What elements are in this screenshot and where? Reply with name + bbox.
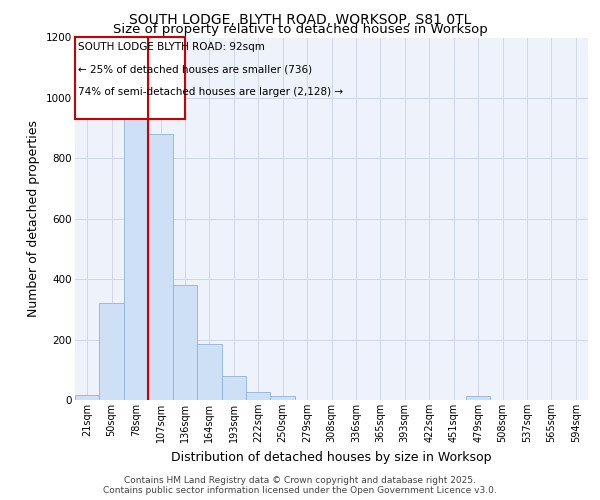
Bar bbox=[246, 392, 271, 400]
Bar bbox=[124, 98, 148, 400]
Bar bbox=[173, 285, 197, 400]
X-axis label: Distribution of detached houses by size in Worksop: Distribution of detached houses by size … bbox=[171, 450, 492, 464]
Text: SOUTH LODGE, BLYTH ROAD, WORKSOP, S81 0TL: SOUTH LODGE, BLYTH ROAD, WORKSOP, S81 0T… bbox=[129, 12, 471, 26]
FancyBboxPatch shape bbox=[75, 38, 185, 119]
Text: Contains public sector information licensed under the Open Government Licence v3: Contains public sector information licen… bbox=[103, 486, 497, 495]
Bar bbox=[271, 396, 295, 400]
Bar bbox=[221, 376, 246, 400]
Bar bbox=[148, 134, 173, 400]
Bar bbox=[197, 344, 221, 400]
Bar bbox=[466, 396, 490, 400]
Text: Contains HM Land Registry data © Crown copyright and database right 2025.: Contains HM Land Registry data © Crown c… bbox=[124, 476, 476, 485]
Text: SOUTH LODGE BLYTH ROAD: 92sqm: SOUTH LODGE BLYTH ROAD: 92sqm bbox=[78, 42, 265, 52]
Bar bbox=[75, 396, 100, 400]
Bar bbox=[100, 304, 124, 400]
Text: 74% of semi-detached houses are larger (2,128) →: 74% of semi-detached houses are larger (… bbox=[78, 88, 343, 98]
Text: ← 25% of detached houses are smaller (736): ← 25% of detached houses are smaller (73… bbox=[78, 64, 312, 74]
Text: Size of property relative to detached houses in Worksop: Size of property relative to detached ho… bbox=[113, 22, 487, 36]
Y-axis label: Number of detached properties: Number of detached properties bbox=[28, 120, 40, 318]
